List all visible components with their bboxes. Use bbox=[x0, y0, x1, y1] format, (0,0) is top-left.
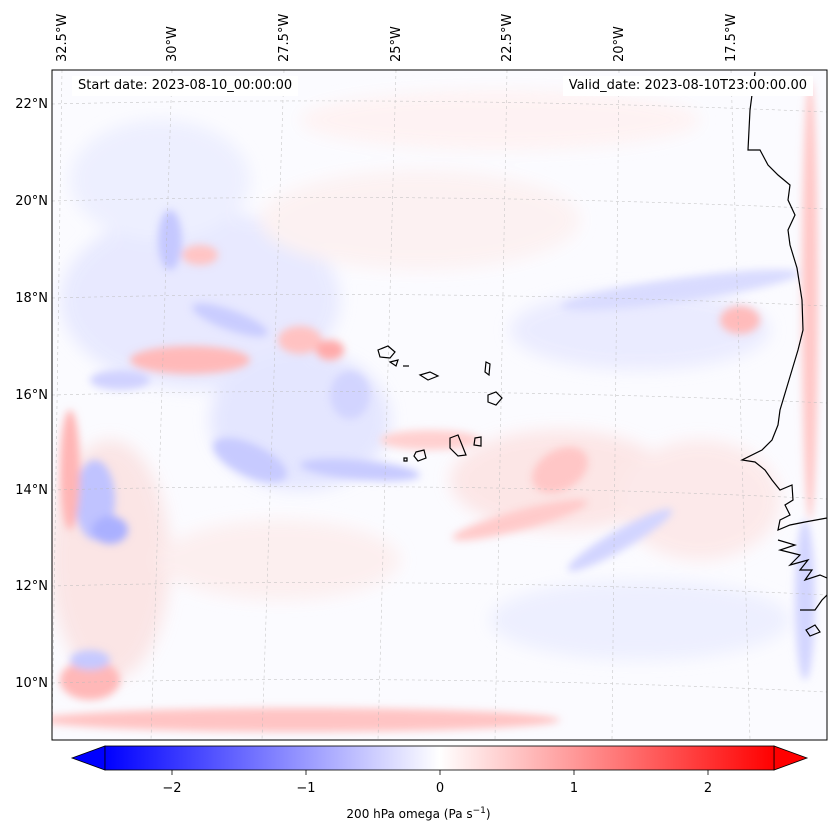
lat-label-16n: 16°N bbox=[15, 388, 48, 403]
colorbar-label: 200 hPa omega (Pa s−1) bbox=[0, 806, 837, 821]
colorbar-tick: 1 bbox=[569, 781, 579, 796]
colorbar-tick: −2 bbox=[162, 781, 182, 796]
lat-label-22n: 22°N bbox=[15, 97, 48, 112]
lat-label-18n: 18°N bbox=[15, 291, 48, 306]
omega-field bbox=[52, 70, 827, 740]
graticule bbox=[52, 70, 827, 740]
lon-label-30w: 30°W bbox=[165, 26, 180, 62]
start-date-label: Start date: 2023-08-10_00:00:00 bbox=[72, 76, 299, 96]
lon-label-17-5w: 17.5°W bbox=[724, 13, 739, 62]
colorbar-label-exponent: −1 bbox=[472, 806, 486, 816]
map-frame bbox=[51, 69, 828, 741]
colorbar bbox=[70, 745, 809, 775]
lon-label-32-5w: 32.5°W bbox=[55, 13, 70, 62]
lon-label-27-5w: 27.5°W bbox=[277, 13, 292, 62]
coastline bbox=[377, 71, 827, 637]
lat-label-20n: 20°N bbox=[15, 194, 48, 209]
colorbar-tick: 0 bbox=[435, 781, 445, 796]
valid-date-label: Valid_date: 2023-08-10T23:00:00.00 bbox=[562, 76, 813, 96]
lon-label-20w: 20°W bbox=[612, 26, 627, 62]
lat-label-14n: 14°N bbox=[15, 483, 48, 498]
colorbar-tick: 2 bbox=[703, 781, 713, 796]
colorbar-tick: −1 bbox=[296, 781, 316, 796]
lat-label-10n: 10°N bbox=[15, 676, 48, 691]
lon-label-22-5w: 22.5°W bbox=[500, 13, 515, 62]
colorbar-label-text: 200 hPa omega (Pa s bbox=[346, 807, 473, 821]
lon-label-25w: 25°W bbox=[389, 26, 404, 62]
lat-label-12n: 12°N bbox=[15, 579, 48, 594]
colorbar-label-close: ) bbox=[485, 807, 491, 821]
